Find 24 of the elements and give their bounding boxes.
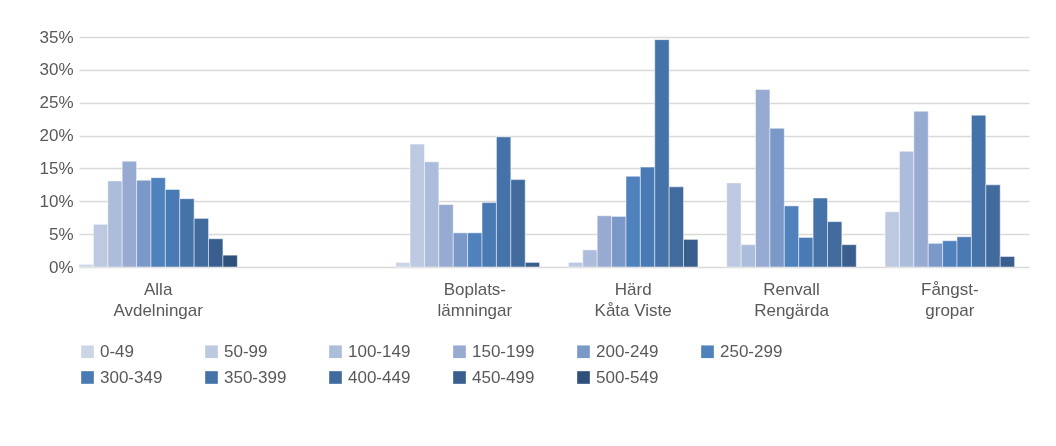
y-tick-label: 0% — [48, 257, 74, 277]
x-tick-label: Boplats- lämningar — [437, 279, 513, 320]
legend-label: 450-499 — [472, 367, 535, 387]
legend-label: 200-249 — [596, 341, 659, 361]
legend-label: 350-399 — [224, 367, 287, 387]
x-tick-label: Fångst- gropar — [921, 279, 979, 320]
x-tick-label: Renvall Rengärda — [754, 279, 830, 320]
y-tick-label: 30% — [39, 60, 74, 80]
legend-label: 100-149 — [348, 341, 411, 361]
legend-label: 50-99 — [224, 341, 268, 361]
legend-label: 500-549 — [596, 367, 659, 387]
x-tick-label: Härd Kåta Viste — [594, 279, 672, 320]
legend-label: 300-349 — [100, 367, 163, 387]
legend-label: 0-49 — [100, 341, 135, 361]
x-tick-label: Alla Avdelningar — [113, 279, 204, 320]
legend-label: 400-449 — [348, 367, 411, 387]
y-tick-label: 5% — [48, 224, 74, 244]
y-tick-label: 35% — [39, 27, 74, 47]
y-tick-label: 10% — [39, 191, 74, 211]
y-tick-label: 25% — [39, 93, 74, 113]
y-tick-label: 15% — [39, 158, 74, 178]
legend-label: 250-299 — [720, 341, 783, 361]
y-tick-label: 20% — [39, 126, 74, 146]
legend-label: 150-199 — [472, 341, 535, 361]
